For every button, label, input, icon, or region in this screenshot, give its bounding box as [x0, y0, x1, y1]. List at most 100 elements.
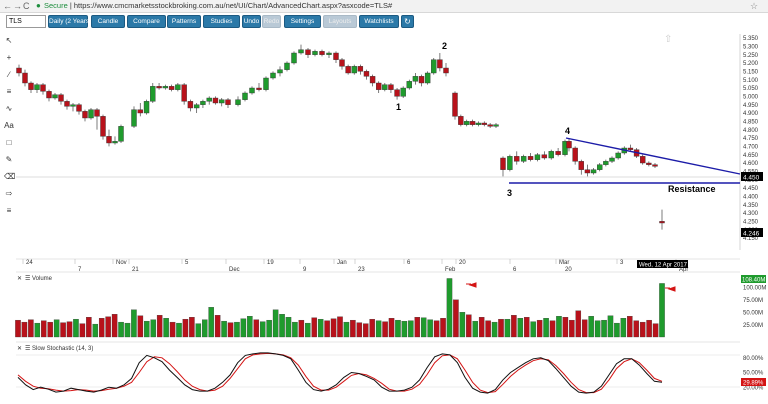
- undo-button[interactable]: Undo: [242, 15, 261, 28]
- candle[interactable]: [212, 97, 219, 104]
- candle[interactable]: [88, 109, 94, 119]
- refresh-icon[interactable]: ↻: [401, 15, 414, 28]
- compare-button[interactable]: Compare: [127, 15, 166, 28]
- candle[interactable]: [112, 141, 118, 144]
- candle[interactable]: [437, 59, 443, 69]
- candle[interactable]: [541, 154, 548, 159]
- studies-button[interactable]: Studies: [203, 15, 240, 28]
- candle[interactable]: [277, 69, 283, 74]
- freehand-tool-icon[interactable]: ∿: [5, 104, 13, 113]
- candle[interactable]: [319, 51, 325, 55]
- forward-icon[interactable]: →: [13, 1, 22, 11]
- stoch-settings-icon[interactable]: ☰: [25, 345, 30, 352]
- candle[interactable]: [640, 156, 646, 164]
- candle[interactable]: [242, 92, 248, 100]
- candle[interactable]: [162, 86, 169, 89]
- candle[interactable]: [520, 156, 527, 162]
- candle[interactable]: [76, 104, 82, 112]
- candle[interactable]: [578, 161, 584, 170]
- candle[interactable]: [548, 151, 554, 159]
- candle[interactable]: [28, 82, 34, 90]
- candle[interactable]: [82, 111, 88, 119]
- candle[interactable]: [507, 156, 513, 170]
- address-bar[interactable]: Secure | https://www.cmcmarketsstockbrok…: [44, 1, 393, 10]
- candle[interactable]: [424, 72, 431, 84]
- candle[interactable]: [326, 52, 332, 55]
- candle[interactable]: [291, 52, 297, 64]
- volume-settings-icon[interactable]: ☰: [25, 275, 30, 282]
- scroll-up-icon[interactable]: ⇧: [664, 34, 672, 45]
- candle[interactable]: [627, 147, 634, 150]
- candle[interactable]: [357, 66, 364, 72]
- candle[interactable]: [187, 101, 194, 109]
- candle[interactable]: [514, 156, 520, 162]
- candle[interactable]: [34, 84, 40, 90]
- candle[interactable]: [615, 152, 621, 159]
- candle[interactable]: [481, 122, 487, 125]
- draw-style-tool-icon[interactable]: ⇨: [5, 189, 13, 198]
- period-button[interactable]: Daily (2 Years): [48, 15, 91, 28]
- candle[interactable]: [394, 89, 400, 97]
- symbol-input[interactable]: TLS: [6, 15, 46, 28]
- candle[interactable]: [475, 122, 482, 125]
- candle[interactable]: [270, 72, 276, 79]
- candle[interactable]: [351, 66, 357, 74]
- candle[interactable]: [534, 154, 541, 160]
- candle[interactable]: [376, 82, 382, 90]
- candle[interactable]: [659, 221, 665, 224]
- rectangle-tool-icon[interactable]: □: [6, 138, 12, 147]
- menu-tool-icon[interactable]: ≡: [6, 206, 12, 215]
- candle[interactable]: [46, 91, 52, 99]
- candle[interactable]: [400, 87, 406, 97]
- candle[interactable]: [175, 84, 181, 90]
- patterns-button[interactable]: Patterns: [167, 15, 201, 28]
- candle[interactable]: [388, 84, 394, 90]
- candle[interactable]: [382, 84, 388, 90]
- candle[interactable]: [363, 71, 370, 77]
- candle[interactable]: [527, 156, 534, 160]
- candle[interactable]: [137, 109, 143, 114]
- crosshair-tool-icon[interactable]: +: [6, 53, 12, 62]
- settings-button[interactable]: Settings: [284, 15, 321, 28]
- trendline-tool-icon[interactable]: ∕: [8, 70, 10, 79]
- candle[interactable]: [131, 109, 137, 127]
- candle[interactable]: [263, 77, 269, 90]
- candle-button[interactable]: Candle: [91, 15, 125, 28]
- candle[interactable]: [40, 84, 46, 92]
- bookmark-star-icon[interactable]: ☆: [750, 1, 759, 11]
- candle[interactable]: [305, 49, 311, 55]
- candle[interactable]: [16, 67, 22, 74]
- candle[interactable]: [181, 84, 187, 102]
- candle[interactable]: [225, 99, 231, 105]
- candle[interactable]: [150, 86, 156, 102]
- candle[interactable]: [487, 124, 493, 127]
- candle[interactable]: [633, 149, 640, 157]
- candle[interactable]: [652, 164, 658, 167]
- candle[interactable]: [443, 67, 449, 74]
- candle[interactable]: [256, 87, 262, 90]
- candle[interactable]: [193, 104, 200, 109]
- candle[interactable]: [143, 101, 150, 114]
- candle[interactable]: [345, 66, 351, 74]
- candle[interactable]: [603, 161, 609, 165]
- candle[interactable]: [369, 76, 376, 84]
- candle[interactable]: [284, 62, 290, 70]
- volume-close-icon[interactable]: ✕: [17, 276, 22, 282]
- fibonacci-tool-icon[interactable]: ≡: [6, 87, 12, 96]
- pointer-tool-icon[interactable]: ↖: [5, 36, 13, 45]
- candle[interactable]: [298, 49, 304, 54]
- candle[interactable]: [168, 86, 175, 90]
- upper-trendline[interactable]: [565, 137, 741, 175]
- candle[interactable]: [52, 94, 58, 99]
- candle[interactable]: [406, 81, 412, 89]
- candle[interactable]: [412, 76, 419, 82]
- candle[interactable]: [156, 86, 162, 89]
- layouts-button[interactable]: Layouts: [323, 15, 357, 28]
- eraser-tool-icon[interactable]: ⌫: [4, 172, 16, 181]
- text-tool-icon[interactable]: Aa: [4, 121, 14, 130]
- candle[interactable]: [219, 99, 225, 104]
- candle[interactable]: [452, 92, 458, 117]
- candle[interactable]: [200, 101, 206, 105]
- stoch-close-icon[interactable]: ✕: [17, 346, 22, 352]
